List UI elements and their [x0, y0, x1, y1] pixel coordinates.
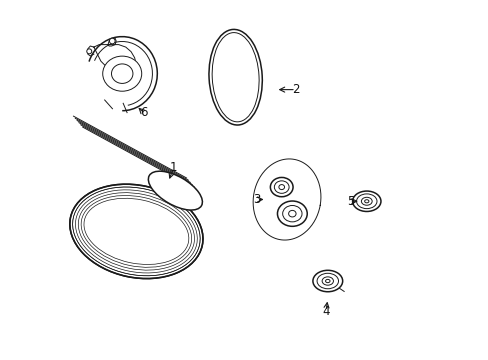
Ellipse shape	[352, 191, 380, 211]
Ellipse shape	[325, 279, 329, 283]
Ellipse shape	[208, 30, 262, 125]
Text: 5: 5	[346, 195, 354, 208]
Ellipse shape	[86, 49, 92, 54]
Ellipse shape	[73, 188, 199, 275]
Ellipse shape	[364, 200, 368, 203]
Text: 1: 1	[169, 161, 177, 174]
Ellipse shape	[111, 64, 133, 84]
Text: 6: 6	[140, 106, 147, 119]
Ellipse shape	[282, 206, 302, 222]
Ellipse shape	[322, 277, 333, 285]
Ellipse shape	[109, 38, 115, 44]
Ellipse shape	[148, 171, 202, 210]
Ellipse shape	[274, 181, 288, 193]
Ellipse shape	[288, 210, 295, 217]
Ellipse shape	[270, 177, 292, 197]
Ellipse shape	[102, 56, 142, 91]
Text: 4: 4	[322, 305, 329, 318]
Ellipse shape	[316, 273, 338, 289]
Ellipse shape	[361, 197, 371, 205]
Ellipse shape	[356, 194, 376, 209]
Text: 3: 3	[253, 193, 260, 206]
Ellipse shape	[70, 184, 203, 279]
Ellipse shape	[278, 185, 284, 190]
Ellipse shape	[277, 201, 306, 226]
Text: 2: 2	[291, 83, 299, 96]
Ellipse shape	[312, 270, 342, 292]
